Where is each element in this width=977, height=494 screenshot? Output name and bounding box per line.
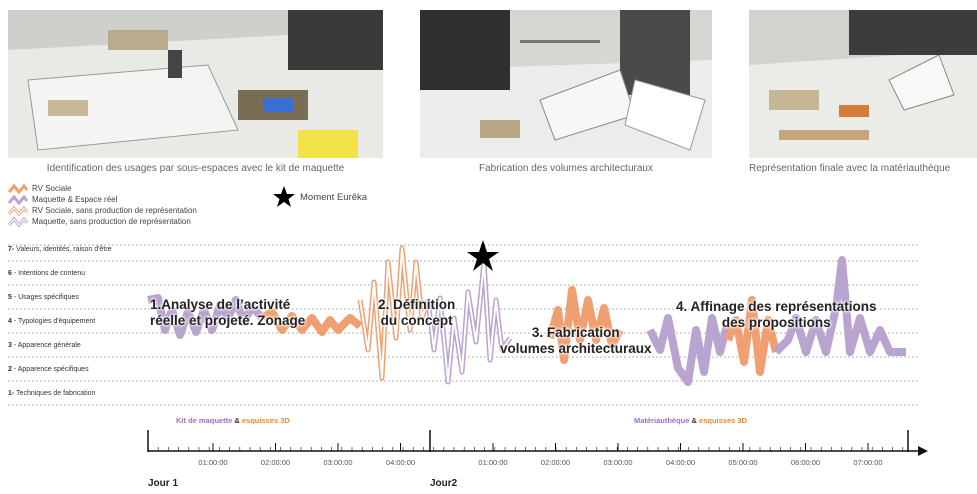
time-tick-label: 05:00:00 [728, 458, 758, 467]
timeline-axis [147, 430, 928, 456]
photo-caption-1: Identification des usages par sous-espac… [46, 163, 345, 174]
time-tick-label: 01:00:00 [198, 458, 228, 467]
level-label: 5 - Usages spécifiques [8, 294, 79, 301]
time-tick-label: 03:00:00 [323, 458, 353, 467]
day1-label: Jour 1 [148, 478, 179, 489]
time-tick-label: 02:00:00 [540, 458, 571, 467]
time-tick-label: 04:00:00 [385, 458, 416, 467]
zigzag-purple-icon [8, 194, 28, 205]
photo-caption-3: Représentation finale avec la matériauth… [749, 163, 951, 174]
time-tick-label: 02:00:00 [260, 458, 291, 467]
phase-1-label: 1.Analyse de l’activité réelle et projet… [150, 297, 306, 328]
legend-item-rv-sociale-sans: RV Sociale, sans production de représent… [8, 205, 197, 216]
photo-maquette-kit [8, 10, 383, 158]
time-tick-label: 06:00:00 [790, 458, 821, 467]
star-icon [273, 186, 295, 207]
legend-item-maquette-sans: Maquette, sans production de représentat… [8, 216, 197, 227]
time-tick-label: 03:00:00 [603, 458, 633, 467]
level-label: 7- Valeurs, identités, raison d'être [8, 246, 112, 253]
level-label: 4 - Typologies d'équipement [8, 318, 96, 325]
phase-4-label: 4. Affinage des représentations des prop… [676, 299, 877, 330]
photo-caption-2: Fabrication des volumes architecturaux [479, 163, 653, 174]
phase-3-label: 3. Fabrication volumes architecturaux [500, 325, 652, 356]
legend-item-maquette: Maquette & Espace réel [8, 194, 197, 205]
photo-fabrication-volumes [420, 10, 712, 158]
tools-day2: Matériauthèque & esquisses 3D [634, 416, 747, 425]
level-label: 3 - Apparence générale [8, 342, 81, 349]
zigzag-purple-outline-icon [8, 216, 28, 227]
level-label: 2 - Apparence spécifiques [8, 366, 89, 373]
zigzag-orange-icon [8, 183, 28, 194]
zigzag-orange-outline-icon [8, 205, 28, 216]
legend-item-rv-sociale: RV Sociale [8, 183, 197, 194]
level-label: 6 - Intentions de contenu [8, 270, 86, 277]
timeline-arrow-icon [918, 446, 928, 456]
phase-2-label: 2. Définition du concept [378, 297, 456, 328]
tools-day1: Kit de maquette & esquisses 3D [176, 416, 290, 425]
eureka-star-marker [467, 240, 499, 271]
level-label: 1- Techniques de fabrication [8, 390, 96, 397]
legend: RV Sociale Maquette & Espace réel RV Soc… [8, 183, 197, 227]
eureka-legend: Moment Eurêka [272, 185, 367, 209]
time-tick-label: 07:00:00 [853, 458, 883, 467]
photo-representation-finale [749, 10, 977, 158]
time-tick-label: 01:00:00 [478, 458, 508, 467]
day2-label: Jour2 [430, 478, 458, 489]
time-tick-label: 04:00:00 [665, 458, 696, 467]
